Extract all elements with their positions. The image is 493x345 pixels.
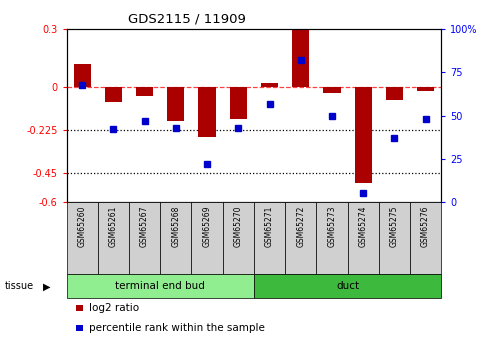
Text: GSM65269: GSM65269 — [203, 206, 211, 247]
Text: GSM65261: GSM65261 — [109, 206, 118, 247]
Text: ▶: ▶ — [43, 282, 51, 291]
Bar — [67, 274, 254, 298]
Bar — [254, 202, 285, 274]
Text: GSM65272: GSM65272 — [296, 206, 305, 247]
Text: GSM65260: GSM65260 — [78, 206, 87, 247]
Bar — [379, 202, 410, 274]
Bar — [98, 202, 129, 274]
Text: terminal end bud: terminal end bud — [115, 282, 205, 291]
Bar — [105, 87, 122, 102]
Text: GSM65276: GSM65276 — [421, 206, 430, 247]
Text: GSM65268: GSM65268 — [172, 206, 180, 247]
Bar — [285, 202, 317, 274]
Bar — [317, 202, 348, 274]
Bar — [129, 202, 160, 274]
Bar — [348, 202, 379, 274]
Text: duct: duct — [336, 282, 359, 291]
Bar — [410, 202, 441, 274]
Text: percentile rank within the sample: percentile rank within the sample — [89, 323, 264, 333]
Text: GSM65273: GSM65273 — [327, 206, 336, 247]
Text: GSM65271: GSM65271 — [265, 206, 274, 247]
Text: GSM65270: GSM65270 — [234, 206, 243, 247]
Bar — [261, 83, 278, 87]
Text: GSM65267: GSM65267 — [140, 206, 149, 247]
Text: GDS2115 / 11909: GDS2115 / 11909 — [128, 12, 246, 25]
Text: tissue: tissue — [5, 282, 34, 291]
Bar — [417, 87, 434, 91]
Text: GSM65274: GSM65274 — [359, 206, 368, 247]
Bar — [386, 87, 403, 100]
Bar — [254, 274, 441, 298]
Bar — [67, 202, 98, 274]
Bar — [323, 87, 341, 92]
Bar — [292, 29, 309, 87]
Bar — [199, 87, 215, 137]
Bar — [160, 202, 191, 274]
Bar — [191, 202, 223, 274]
Text: GSM65275: GSM65275 — [390, 206, 399, 247]
Bar — [73, 64, 91, 87]
Bar — [223, 202, 254, 274]
Bar — [354, 87, 372, 183]
Bar — [230, 87, 247, 119]
Text: log2 ratio: log2 ratio — [89, 303, 139, 313]
Bar — [136, 87, 153, 96]
Bar — [167, 87, 184, 121]
